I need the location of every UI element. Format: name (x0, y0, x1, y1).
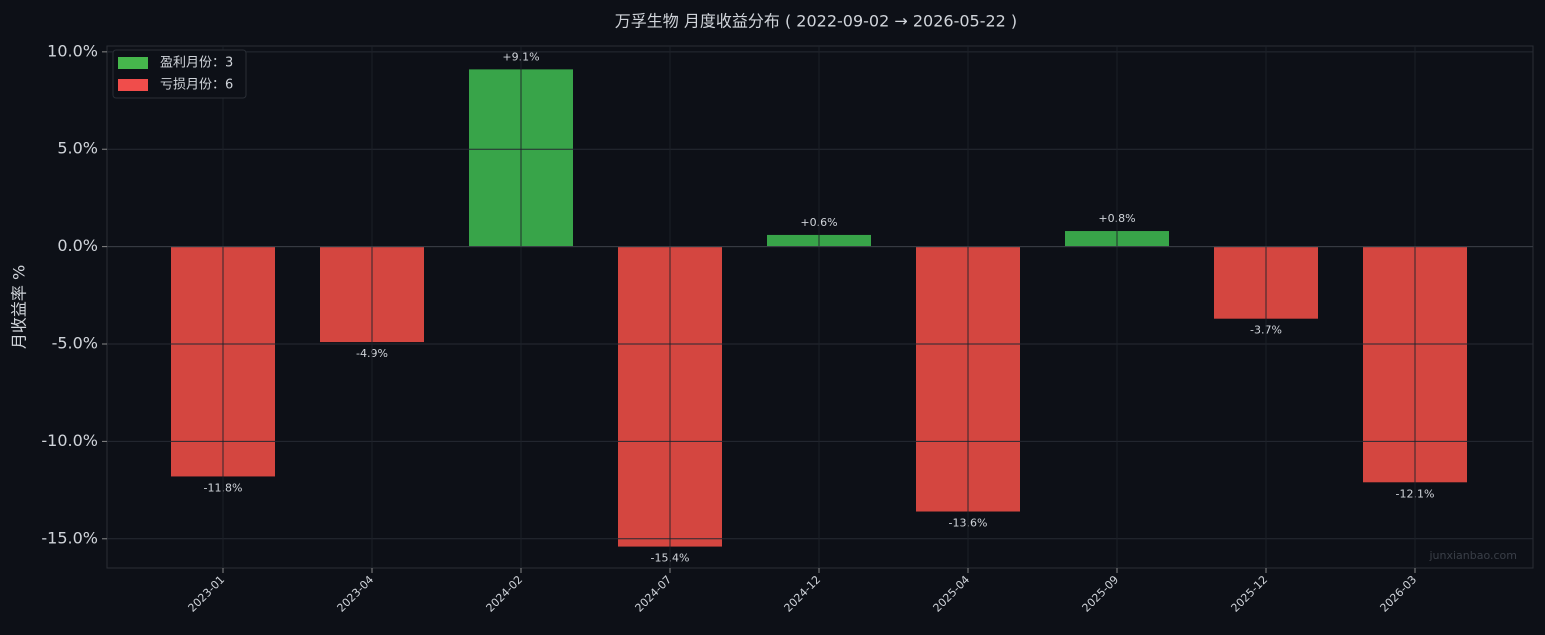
y-tick-label: -15.0% (41, 528, 98, 547)
y-axis-label: 月收益率 % (10, 265, 29, 349)
legend-label: 盈利月份：3 (160, 56, 233, 71)
legend-swatch (118, 57, 148, 69)
legend-swatch (118, 79, 148, 91)
y-tick-label: 5.0% (57, 139, 98, 158)
plot-area (106, 45, 1534, 569)
chart-title: 万孚生物 月度收益分布 ( 2022-09-02 → 2026-05-22 ) (615, 12, 1017, 31)
legend-label: 亏损月份：6 (160, 78, 233, 93)
y-tick-label: -10.0% (41, 431, 98, 450)
watermark: junxianbao.com (1428, 549, 1517, 562)
y-tick-label: 0.0% (57, 236, 98, 255)
legend: 盈利月份：3 亏损月份：6 (112, 49, 247, 99)
y-tick-label: 10.0% (47, 41, 98, 60)
y-tick-label: -5.0% (52, 334, 98, 353)
